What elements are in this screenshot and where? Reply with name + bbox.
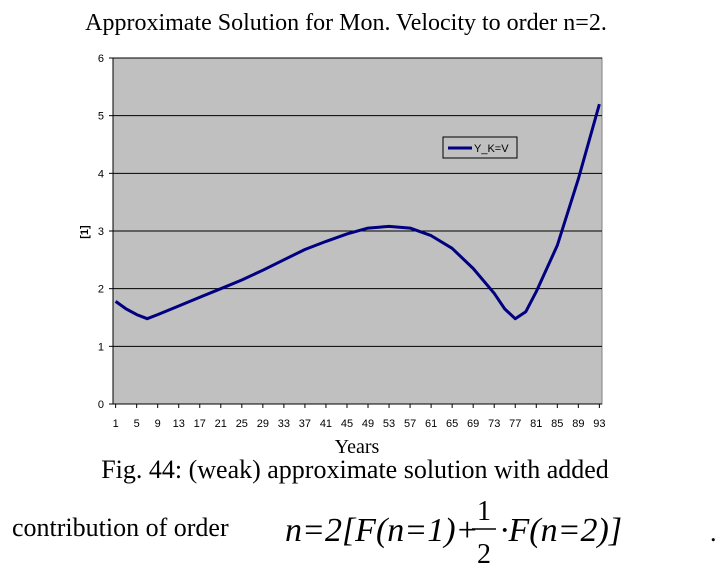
x-tick-label: 21 — [215, 418, 227, 430]
caption-line: Fig. 44: (weak) approximate solution wit… — [101, 455, 609, 484]
x-tick-label: 9 — [155, 418, 161, 430]
x-tick-label: 73 — [488, 418, 500, 430]
legend-box — [442, 136, 518, 159]
x-tick-label: 65 — [446, 418, 458, 430]
y-tick-label: 3 — [98, 226, 104, 238]
formula-denominator: 2 — [477, 539, 491, 570]
caption-line: contribution of order — [12, 513, 229, 542]
data-line — [114, 103, 601, 321]
x-tick-label: 69 — [467, 418, 479, 430]
chart-title: Approximate Solution for Mon. Velocity t… — [85, 10, 607, 36]
y-tick-label: 4 — [98, 168, 104, 180]
x-tick-label: 33 — [278, 418, 290, 430]
formula-numerator: 1 — [477, 496, 491, 527]
x-tick-label: 53 — [383, 418, 395, 430]
x-tick-label: 13 — [173, 418, 185, 430]
x-tick-label: 5 — [134, 418, 140, 430]
x-tick-label: 25 — [236, 418, 248, 430]
y-tick-label: 1 — [98, 341, 104, 353]
y-tick-label: 6 — [98, 53, 104, 65]
x-tick-label: 37 — [299, 418, 311, 430]
x-tick-label: 89 — [572, 418, 584, 430]
x-tick-label: 49 — [362, 418, 374, 430]
y-tick-label: 2 — [98, 284, 104, 296]
y-tick-label: 5 — [98, 111, 104, 123]
legend-label: Y_K=V — [474, 143, 509, 155]
x-tick-label: 81 — [530, 418, 542, 430]
formula: ·F(n=2)] — [500, 512, 622, 549]
x-tick-label: 41 — [320, 418, 332, 430]
formula: n=2[F(n=1)+ — [285, 512, 478, 549]
x-tick-label: 45 — [341, 418, 353, 430]
x-tick-label: 1 — [113, 418, 119, 430]
formula-end: . — [710, 518, 717, 547]
y-tick-label: 0 — [98, 399, 104, 411]
y-axis-label: [1] — [79, 225, 91, 239]
x-tick-label: 29 — [257, 418, 269, 430]
x-tick-label: 57 — [404, 418, 416, 430]
x-tick-label: 61 — [425, 418, 437, 430]
x-tick-label: 93 — [593, 418, 605, 430]
x-axis-label: Years — [335, 436, 380, 458]
x-tick-label: 77 — [509, 418, 521, 430]
x-tick-label: 85 — [551, 418, 563, 430]
legend: Y_K=V — [442, 136, 518, 159]
x-tick-label: 17 — [194, 418, 206, 430]
